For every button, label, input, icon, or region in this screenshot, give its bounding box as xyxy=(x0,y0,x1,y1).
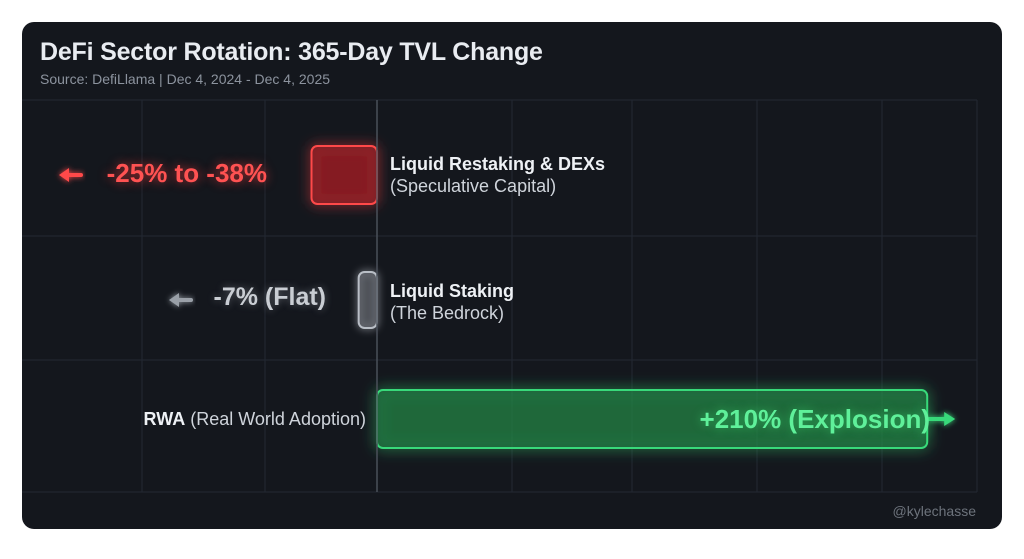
category-note: (Speculative Capital) xyxy=(390,176,557,196)
category-label-rwa: RWA (Real World Adoption) xyxy=(144,408,366,430)
category-name: Liquid Staking xyxy=(390,281,514,301)
grid-lines xyxy=(22,99,978,493)
chart-card: DeFi Sector Rotation: 365-Day TVL Change… xyxy=(22,22,1002,529)
category-label-restaking: Liquid Restaking & DEXs (Speculative Cap… xyxy=(390,153,605,197)
arrow-right-icon xyxy=(927,412,956,426)
chart-svg xyxy=(22,99,978,493)
value-label-restaking: -25% to -38% xyxy=(106,158,267,188)
watermark: @kylechasse xyxy=(892,503,976,519)
category-note: (The Bedrock) xyxy=(390,303,505,323)
category-label-liquid-staking: Liquid Staking (The Bedrock) xyxy=(390,280,514,324)
chart-subtitle: Source: DefiLlama | Dec 4, 2024 - Dec 4,… xyxy=(40,71,331,87)
bar-liquid-staking xyxy=(357,271,379,329)
bars xyxy=(59,100,956,492)
category-name: Liquid Restaking & DEXs xyxy=(390,154,606,174)
plot-area: Liquid Restaking & DEXs (Speculative Cap… xyxy=(22,22,1002,529)
category-name: RWA xyxy=(143,409,186,429)
category-note: (Real World Adoption) xyxy=(190,409,366,429)
value-label-liquid-staking: -7% (Flat) xyxy=(213,283,327,311)
chart-title: DeFi Sector Rotation: 365-Day TVL Change xyxy=(40,38,543,66)
arrow-left-icon xyxy=(169,293,193,307)
bar-restaking xyxy=(310,145,378,205)
arrow-left-icon xyxy=(59,168,83,182)
value-label-rwa: +210% (Explosion) xyxy=(699,404,930,434)
